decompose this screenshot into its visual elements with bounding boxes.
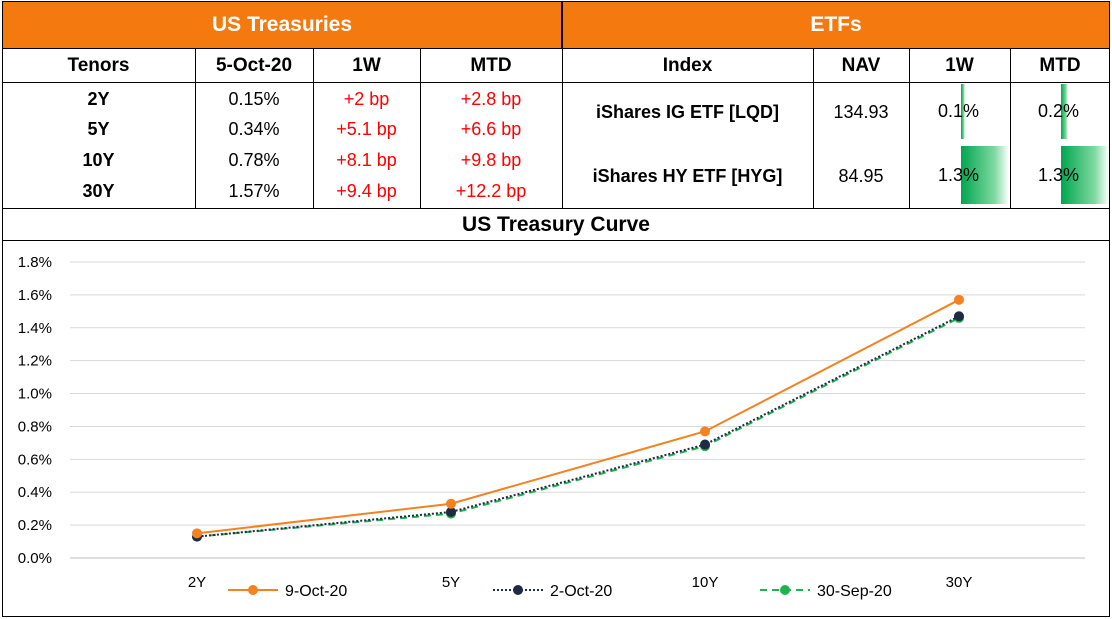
legend-label: 2-Oct-20: [550, 583, 612, 600]
etfs-title: ETFs: [810, 13, 862, 36]
y-tick-label: 0.0%: [18, 550, 52, 567]
y-tick-label: 1.6%: [18, 287, 52, 304]
treasuries-title: US Treasuries: [211, 13, 353, 36]
tenor-cell: 10Y: [82, 149, 115, 170]
data-point: [446, 498, 456, 509]
y-tick-label: 1.2%: [18, 353, 52, 370]
etf-nav-cell: 84.95: [838, 165, 884, 186]
mtd-cell: +12.2 bp: [455, 180, 527, 201]
w1-cell: +2 bp: [343, 88, 390, 109]
etf-mtd-bar: [1061, 84, 1069, 139]
data-point: [192, 528, 202, 539]
col-tenors: Tenors: [67, 55, 130, 76]
tenor-cell: 5Y: [87, 118, 110, 139]
series-line: [196, 298, 960, 535]
etf-mtd-bar: [1061, 146, 1109, 204]
col-etf-mtd: MTD: [1039, 55, 1081, 76]
col-index: Index: [662, 55, 713, 76]
y-tick-label: 0.6%: [18, 451, 52, 468]
treasuries-header: US Treasuries: [2, 1, 562, 49]
mtd-cell: +2.8 bp: [460, 88, 522, 109]
data-point: [700, 426, 710, 437]
y-tick-label: 0.2%: [18, 517, 52, 534]
etf-index-cell: iShares HY ETF [HYG]: [592, 165, 783, 186]
table-frame: [2, 49, 1110, 209]
mtd-cell: +6.6 bp: [460, 118, 522, 139]
col-date: 5-Oct-20: [215, 55, 293, 76]
data-point: [446, 506, 456, 517]
etf-1w-value: 1.3%: [938, 165, 980, 185]
etf-nav-cell: 134.93: [833, 101, 889, 122]
yield-cell: 0.34%: [228, 118, 280, 139]
col-1w: 1W: [352, 55, 381, 76]
y-tick-label: 0.8%: [18, 418, 52, 435]
series-line: [196, 315, 960, 538]
etf-mtd-value: 0.2%: [1038, 101, 1080, 121]
chart-title-bar: US Treasury Curve: [2, 209, 1110, 240]
chart-frame: [2, 240, 1110, 617]
legend-label: 9-Oct-20: [285, 583, 347, 600]
y-tick-label: 0.4%: [18, 484, 52, 501]
col-nav: NAV: [841, 55, 881, 76]
w1-cell: +5.1 bp: [336, 118, 397, 139]
x-tick-label: 5Y: [442, 574, 460, 591]
etf-1w-bar: [961, 146, 1009, 204]
col-etf-1w: 1W: [945, 55, 974, 76]
legend-marker: [513, 585, 523, 595]
yield-cell: 0.78%: [228, 149, 280, 170]
series-line: [196, 317, 960, 538]
etf-index-cell: iShares IG ETF [LQD]: [595, 101, 780, 122]
yield-cell: 0.15%: [228, 88, 280, 109]
tenor-cell: 2Y: [87, 88, 110, 109]
w1-cell: +8.1 bp: [336, 149, 397, 170]
legend-marker: [248, 585, 258, 595]
col-mtd: MTD: [470, 55, 512, 76]
legend-marker: [780, 585, 790, 595]
yield-cell: 1.57%: [228, 180, 280, 201]
y-tick-label: 1.8%: [18, 254, 52, 271]
y-tick-label: 1.4%: [18, 320, 52, 337]
etfs-header: ETFs: [562, 1, 1110, 49]
data-point: [700, 439, 710, 450]
x-tick-label: 30Y: [946, 574, 973, 591]
etf-1w-value: 0.1%: [938, 101, 980, 121]
x-tick-label: 2Y: [188, 574, 206, 591]
etf-mtd-value: 1.3%: [1038, 165, 1080, 185]
tenor-cell: 30Y: [82, 180, 115, 201]
etf-1w-bar: [961, 84, 965, 139]
chart-title: US Treasury Curve: [462, 212, 650, 236]
x-tick-label: 10Y: [692, 574, 719, 591]
w1-cell: +9.4 bp: [336, 180, 397, 201]
mtd-cell: +9.8 bp: [460, 149, 522, 170]
y-tick-label: 1.0%: [18, 386, 52, 403]
data-point: [954, 311, 964, 322]
data-point: [954, 294, 964, 305]
legend-label: 30-Sep-20: [817, 583, 892, 600]
